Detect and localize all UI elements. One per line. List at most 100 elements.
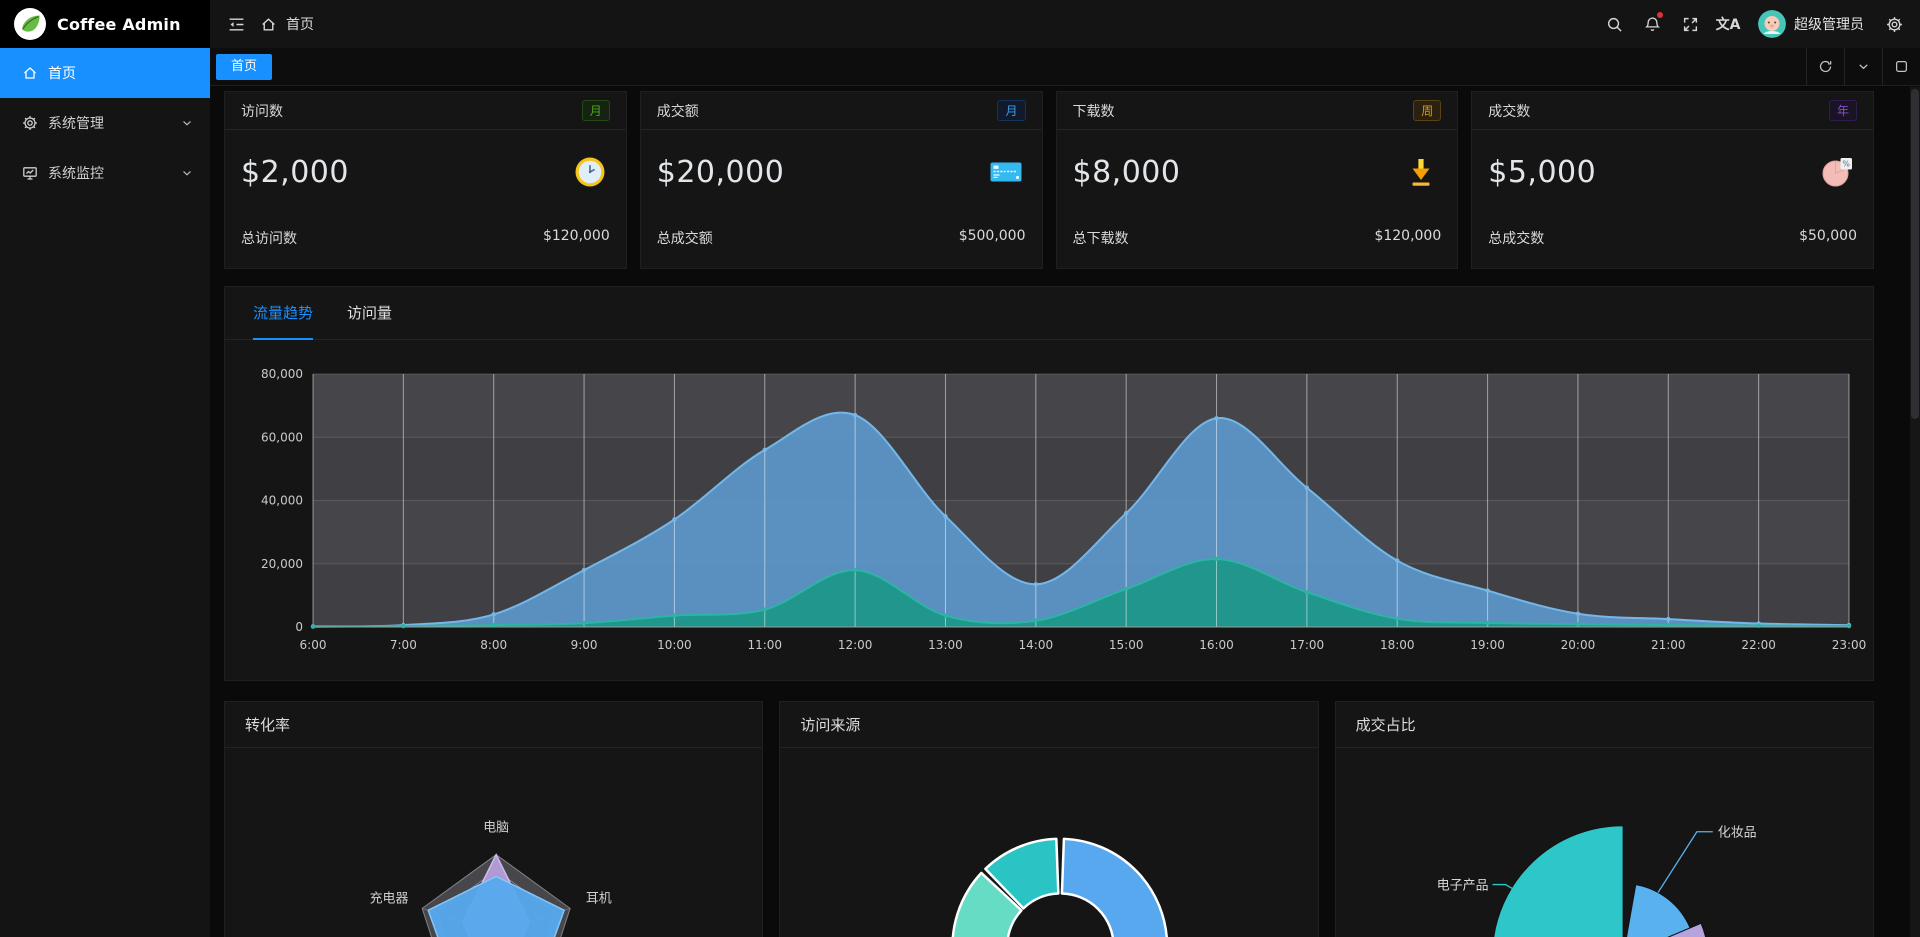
svg-text:9:00: 9:00 bbox=[571, 638, 598, 652]
visit-source-donut-chart bbox=[951, 837, 1169, 937]
clock-icon bbox=[572, 154, 608, 190]
svg-text:60,000: 60,000 bbox=[261, 430, 303, 444]
chevron-down-icon[interactable] bbox=[1844, 48, 1882, 85]
stat-value-row: $5,000% bbox=[1472, 154, 1873, 190]
sidebar-item-0[interactable]: 首页 bbox=[0, 48, 210, 98]
gear-icon bbox=[22, 115, 38, 131]
sidebar: Coffee Admin 首页系统管理系统监控 bbox=[0, 0, 210, 937]
monitor-icon bbox=[22, 165, 38, 181]
stat-value: $8,000 bbox=[1072, 154, 1181, 190]
stat-footer-value: $500,000 bbox=[958, 228, 1026, 244]
stat-card-title: 成交数 bbox=[1488, 103, 1531, 120]
stat-card-title: 访问数 bbox=[241, 103, 283, 120]
chevron-down-icon bbox=[180, 116, 194, 130]
svg-text:16:00: 16:00 bbox=[1199, 638, 1234, 652]
tab-home[interactable]: 首页 bbox=[216, 53, 273, 80]
stat-card: 下载数 周 $8,000 总下载数 $120,000 bbox=[1055, 91, 1459, 269]
svg-text:20:00: 20:00 bbox=[1561, 638, 1596, 652]
bottom-card-title: 访问来源 bbox=[780, 702, 1318, 748]
stat-footer-value: $120,000 bbox=[1374, 228, 1442, 244]
svg-text:0: 0 bbox=[295, 620, 303, 634]
page-scrollbar bbox=[1910, 87, 1920, 937]
bottom-card-body bbox=[780, 748, 1317, 937]
stat-value-row: $8,000 bbox=[1057, 154, 1458, 190]
credit-card-icon bbox=[988, 154, 1024, 190]
stat-card-title: 成交额 bbox=[656, 103, 699, 120]
breadcrumb-home-icon[interactable] bbox=[252, 7, 284, 41]
trend-tab-0[interactable]: 流量趋势 bbox=[253, 287, 314, 340]
svg-text:6:00: 6:00 bbox=[300, 638, 327, 652]
home-icon bbox=[22, 65, 38, 81]
sidebar-item-1[interactable]: 系统管理 bbox=[0, 98, 210, 148]
page-content: 访问数 月 $2,000 总访问数 $120,000 成交额 月 $20,000 总成交额 $50… bbox=[210, 86, 1920, 937]
tabbar-controls bbox=[1806, 48, 1920, 85]
menu-fold-icon[interactable] bbox=[220, 7, 252, 41]
svg-text:7:00: 7:00 bbox=[390, 638, 417, 652]
chevron-down-icon bbox=[180, 166, 194, 180]
svg-text:10:00: 10:00 bbox=[657, 638, 692, 652]
stat-value: $20,000 bbox=[656, 154, 785, 190]
period-badge: 月 bbox=[997, 100, 1026, 121]
svg-text:80,000: 80,000 bbox=[261, 367, 303, 381]
stat-card: 访问数 月 $2,000 总访问数 $120,000 bbox=[224, 91, 627, 269]
bottom-card-0: 转化率 电脑 耳机 充电器 bbox=[224, 701, 764, 937]
main-area: 首页 文A 超级管理员 bbox=[210, 0, 1920, 937]
scrollbar-thumb[interactable] bbox=[1911, 89, 1919, 419]
svg-text:电子产品: 电子产品 bbox=[1436, 879, 1488, 894]
fullscreen-icon[interactable] bbox=[1674, 7, 1706, 41]
sidebar-item-label: 系统监控 bbox=[48, 166, 104, 182]
avatar[interactable] bbox=[1758, 10, 1786, 38]
trend-tabs: 流量趋势 访问量 bbox=[225, 287, 1873, 340]
sidebar-item-label: 系统管理 bbox=[48, 116, 104, 132]
stat-footer-label: 总成交额 bbox=[656, 231, 713, 247]
gear-icon[interactable] bbox=[1878, 7, 1910, 41]
translate-icon[interactable]: 文A bbox=[1715, 17, 1741, 33]
svg-text:19:00: 19:00 bbox=[1470, 638, 1505, 652]
svg-text:17:00: 17:00 bbox=[1290, 638, 1325, 652]
svg-text:18:00: 18:00 bbox=[1380, 638, 1415, 652]
stat-footer-value: $120,000 bbox=[542, 228, 610, 244]
bottom-card-body: 电子产品 化妆品 bbox=[1336, 748, 1873, 937]
deal-share-pie-chart: 电子产品 化妆品 bbox=[1436, 825, 1756, 937]
download-icon bbox=[1403, 154, 1439, 190]
bottom-card-row: 转化率 电脑 耳机 充电器 访问来源 成交占比 电子产品 化妆品 bbox=[224, 701, 1874, 937]
stat-footer-label: 总下载数 bbox=[1072, 231, 1129, 247]
user-name[interactable]: 超级管理员 bbox=[1794, 17, 1864, 33]
bottom-card-1: 访问来源 bbox=[779, 701, 1319, 937]
stat-card-header: 访问数 月 bbox=[225, 92, 626, 130]
stat-value: $5,000 bbox=[1488, 154, 1597, 190]
maximize-icon[interactable] bbox=[1882, 48, 1920, 85]
period-badge: 年 bbox=[1828, 100, 1857, 121]
topbar-right: 文A 超级管理员 bbox=[1598, 7, 1910, 41]
bell-icon[interactable] bbox=[1636, 7, 1668, 41]
svg-text:耳机: 耳机 bbox=[586, 892, 612, 907]
stat-card-header: 成交数 年 bbox=[1472, 92, 1873, 130]
stat-value-row: $20,000 bbox=[641, 154, 1042, 190]
trend-tab-1[interactable]: 访问量 bbox=[347, 304, 393, 322]
period-badge: 周 bbox=[1413, 100, 1442, 121]
svg-text:14:00: 14:00 bbox=[1019, 638, 1054, 652]
stat-card-footer: 总成交额 $500,000 bbox=[641, 228, 1042, 248]
svg-text:11:00: 11:00 bbox=[747, 638, 782, 652]
svg-text:23:00: 23:00 bbox=[1832, 638, 1867, 652]
topbar: 首页 文A 超级管理员 bbox=[210, 0, 1920, 48]
stat-card: 成交数 年 $5,000% 总成交数 $50,000 bbox=[1471, 91, 1874, 269]
traffic-trend-card: 流量趋势 访问量 0 20,000 40,000 60,000 80,000 6:00 7:0… bbox=[224, 286, 1874, 681]
refresh-icon[interactable] bbox=[1806, 48, 1844, 85]
traffic-trend-chart: 0 20,000 40,000 60,000 80,000 6:00 7:00 8:00 9:0… bbox=[261, 367, 1867, 652]
logo-text: Coffee Admin bbox=[57, 14, 181, 34]
svg-text:%: % bbox=[1842, 160, 1850, 169]
bottom-card-title: 转化率 bbox=[225, 702, 763, 748]
search-icon[interactable] bbox=[1598, 7, 1630, 41]
bottom-card-body: 电脑 耳机 充电器 bbox=[225, 748, 762, 937]
svg-text:化妆品: 化妆品 bbox=[1717, 826, 1756, 841]
svg-text:20,000: 20,000 bbox=[261, 557, 303, 571]
svg-text:15:00: 15:00 bbox=[1109, 638, 1144, 652]
sidebar-item-2[interactable]: 系统监控 bbox=[0, 148, 210, 198]
stat-footer-label: 总访问数 bbox=[241, 231, 297, 247]
breadcrumb[interactable]: 首页 bbox=[286, 17, 314, 33]
svg-text:电脑: 电脑 bbox=[483, 821, 509, 836]
sidebar-menu: 首页系统管理系统监控 bbox=[0, 48, 210, 198]
